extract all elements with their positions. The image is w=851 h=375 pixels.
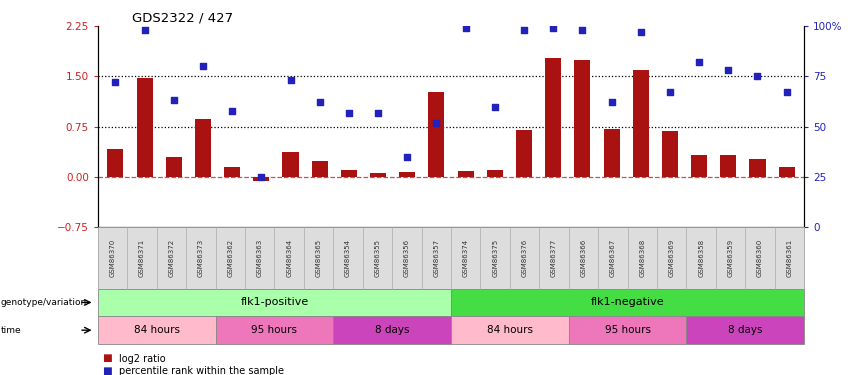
Point bbox=[546, 25, 560, 31]
Text: GSM86363: GSM86363 bbox=[257, 239, 263, 277]
Point bbox=[167, 98, 180, 104]
Text: log2 ratio: log2 ratio bbox=[119, 354, 166, 363]
Text: GSM86370: GSM86370 bbox=[110, 239, 116, 277]
Bar bbox=[311, 161, 328, 177]
Text: 8 days: 8 days bbox=[728, 325, 762, 335]
Point bbox=[226, 108, 239, 114]
Bar bbox=[487, 170, 503, 177]
Bar bbox=[574, 60, 591, 177]
Point bbox=[109, 80, 123, 86]
Bar bbox=[283, 152, 299, 177]
Point bbox=[663, 90, 677, 96]
Text: GSM86368: GSM86368 bbox=[639, 239, 645, 277]
Text: GDS2322 / 427: GDS2322 / 427 bbox=[132, 11, 233, 24]
Bar bbox=[428, 92, 444, 177]
Point bbox=[342, 110, 356, 116]
Text: GSM86359: GSM86359 bbox=[728, 239, 734, 277]
Text: GSM86377: GSM86377 bbox=[551, 239, 557, 277]
Text: ■: ■ bbox=[102, 354, 111, 363]
Point bbox=[693, 59, 706, 65]
Text: GSM86376: GSM86376 bbox=[522, 239, 528, 277]
Text: GSM86358: GSM86358 bbox=[698, 239, 704, 277]
Bar bbox=[166, 157, 182, 177]
Bar bbox=[603, 129, 620, 177]
Text: flk1-positive: flk1-positive bbox=[240, 297, 309, 307]
Bar bbox=[254, 177, 269, 182]
Text: GSM86357: GSM86357 bbox=[433, 239, 439, 277]
Point bbox=[401, 154, 414, 160]
Bar bbox=[720, 154, 736, 177]
Bar bbox=[136, 78, 152, 177]
Text: percentile rank within the sample: percentile rank within the sample bbox=[119, 366, 284, 375]
Text: GSM86360: GSM86360 bbox=[757, 239, 763, 277]
Text: 84 hours: 84 hours bbox=[134, 325, 180, 335]
Text: GSM86365: GSM86365 bbox=[316, 239, 322, 277]
Bar bbox=[691, 154, 707, 177]
Text: 8 days: 8 days bbox=[375, 325, 409, 335]
Bar bbox=[458, 171, 474, 177]
Point bbox=[488, 104, 501, 110]
Bar bbox=[516, 130, 532, 177]
Text: ■: ■ bbox=[102, 366, 111, 375]
Text: GSM86374: GSM86374 bbox=[463, 239, 469, 277]
Point bbox=[575, 27, 589, 33]
Point bbox=[371, 110, 385, 116]
Text: 84 hours: 84 hours bbox=[487, 325, 533, 335]
Bar bbox=[662, 131, 678, 177]
Text: GSM86367: GSM86367 bbox=[610, 239, 616, 277]
Text: GSM86355: GSM86355 bbox=[374, 239, 380, 277]
Text: GSM86371: GSM86371 bbox=[139, 239, 145, 277]
Point bbox=[517, 27, 531, 33]
Bar bbox=[399, 172, 415, 177]
Point bbox=[254, 174, 268, 180]
Point bbox=[313, 99, 327, 105]
Point bbox=[780, 90, 793, 96]
Bar bbox=[545, 58, 561, 177]
Text: GSM86364: GSM86364 bbox=[286, 239, 292, 277]
Bar bbox=[779, 166, 795, 177]
Text: GSM86356: GSM86356 bbox=[404, 239, 410, 277]
Text: flk1-negative: flk1-negative bbox=[591, 297, 665, 307]
Text: time: time bbox=[1, 326, 21, 334]
Text: GSM86362: GSM86362 bbox=[227, 239, 233, 277]
Text: GSM86375: GSM86375 bbox=[492, 239, 498, 277]
Text: 95 hours: 95 hours bbox=[251, 325, 298, 335]
Text: GSM86373: GSM86373 bbox=[198, 239, 204, 277]
Point bbox=[751, 74, 764, 80]
Bar bbox=[195, 118, 211, 177]
Point bbox=[459, 25, 472, 31]
Text: 95 hours: 95 hours bbox=[604, 325, 651, 335]
Point bbox=[430, 120, 443, 126]
Bar bbox=[341, 170, 357, 177]
Bar bbox=[224, 166, 240, 177]
Point bbox=[634, 29, 648, 35]
Point bbox=[196, 63, 209, 69]
Text: GSM86369: GSM86369 bbox=[669, 239, 675, 277]
Bar bbox=[633, 70, 648, 177]
Text: GSM86372: GSM86372 bbox=[168, 239, 174, 277]
Point bbox=[722, 68, 735, 74]
Bar bbox=[370, 173, 386, 177]
Text: GSM86354: GSM86354 bbox=[345, 239, 351, 277]
Point bbox=[283, 77, 297, 83]
Point bbox=[605, 99, 619, 105]
Point bbox=[138, 27, 151, 33]
Text: GSM86361: GSM86361 bbox=[786, 239, 792, 277]
Bar bbox=[107, 148, 123, 177]
Text: GSM86366: GSM86366 bbox=[580, 239, 586, 277]
Text: genotype/variation: genotype/variation bbox=[1, 298, 87, 307]
Bar bbox=[750, 159, 766, 177]
